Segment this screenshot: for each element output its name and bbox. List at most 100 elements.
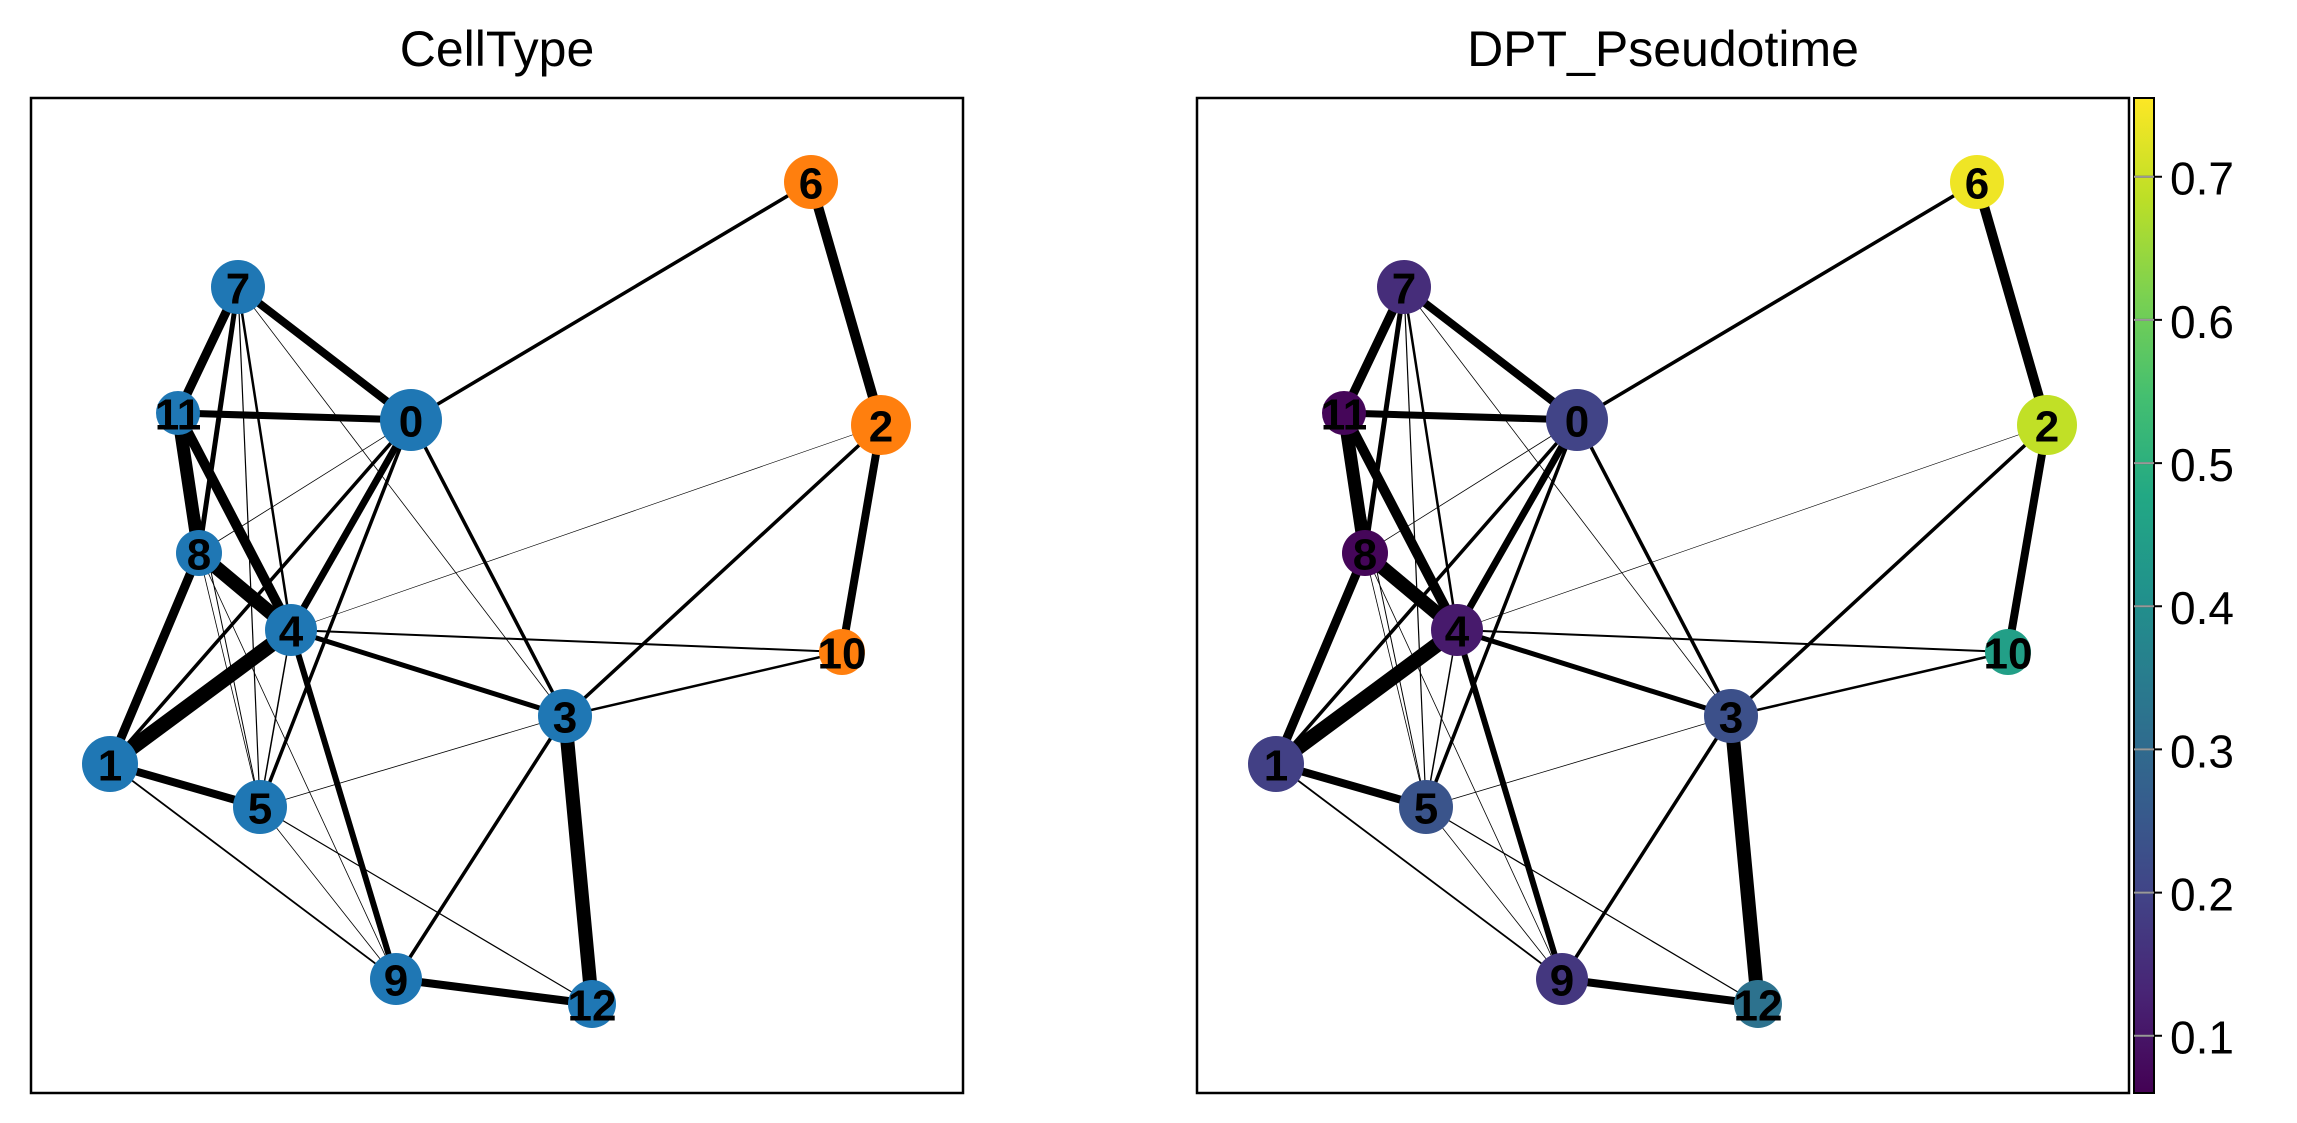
- edge-7-0: [1401, 283, 1580, 424]
- edge-7-3: [237, 286, 566, 717]
- edge-4-9: [288, 629, 399, 980]
- node-circle: [568, 980, 616, 1028]
- node-12: 12: [568, 980, 617, 1031]
- edge-4-1: [1271, 623, 1462, 771]
- node-0: 0: [1546, 389, 1608, 451]
- node-0: 0: [380, 389, 442, 451]
- node-label: 4: [279, 608, 304, 657]
- edge-0-5: [1424, 419, 1579, 808]
- colorbar-tick-label: 0.2: [2170, 869, 2234, 921]
- edge-4-1: [105, 623, 296, 771]
- node-circle: [1342, 530, 1388, 576]
- edge-5-12: [1425, 806, 1759, 1005]
- edge-4-10: [1456, 629, 2009, 653]
- node-label: 12: [1734, 982, 1783, 1031]
- edge-3-12: [1724, 715, 1765, 1005]
- colorbar-tick-label: 0.4: [2170, 582, 2234, 634]
- node-label: 9: [1550, 957, 1574, 1006]
- node-label: 3: [553, 694, 577, 743]
- edge-8-9: [1364, 552, 1563, 980]
- node-circle: [538, 689, 592, 743]
- edge-2-4: [290, 424, 882, 631]
- edge-11-4: [173, 410, 296, 633]
- node-label: 8: [187, 531, 211, 580]
- node-1: 1: [82, 736, 138, 792]
- edge-0-1: [108, 418, 413, 766]
- node-label: 5: [1414, 785, 1438, 834]
- node-circle: [82, 736, 138, 792]
- edge-11-8: [1337, 412, 1372, 554]
- edge-1-9: [109, 763, 397, 980]
- node-label: 6: [799, 160, 823, 209]
- edge-layer: [1271, 180, 2052, 1008]
- node-circle: [265, 604, 317, 656]
- node-circle: [380, 389, 442, 451]
- node-label: 4: [1445, 608, 1470, 657]
- node-7: 7: [1377, 260, 1431, 314]
- node-label: 11: [1321, 391, 1368, 440]
- colorbar-tick-label: 0.6: [2170, 296, 2234, 348]
- edge-3-10: [564, 650, 843, 718]
- node-circle: [2017, 395, 2077, 455]
- node-label: 7: [226, 265, 250, 314]
- edge-2-10: [838, 424, 885, 653]
- node-circle: [1322, 391, 1366, 435]
- colorbar-tick-label: 0.7: [2170, 153, 2234, 205]
- node-3: 3: [1704, 689, 1758, 743]
- edge-11-8: [171, 412, 206, 554]
- edge-4-5: [259, 629, 292, 808]
- edge-1-9: [1275, 763, 1563, 980]
- node-circle: [1734, 980, 1782, 1028]
- edge-3-10: [1730, 650, 2009, 718]
- node-circle: [1399, 780, 1453, 834]
- edge-4-3: [290, 627, 566, 719]
- node-label: 9: [384, 957, 408, 1006]
- edge-7-3: [1403, 286, 1732, 717]
- node-2: 2: [851, 395, 911, 455]
- node-circle: [370, 953, 422, 1005]
- edge-11-0: [177, 409, 412, 424]
- edge-11-5: [1343, 412, 1427, 808]
- node-circle: [1950, 155, 2004, 209]
- node-circle: [819, 629, 865, 675]
- edge-9-12: [1561, 975, 1759, 1008]
- edge-0-4: [1453, 418, 1581, 632]
- edge-0-5: [258, 419, 413, 808]
- panel-title-pseudotime: DPT_Pseudotime: [1467, 21, 1859, 77]
- node-label: 12: [568, 982, 617, 1031]
- edge-2-3: [563, 423, 883, 718]
- node-label: 2: [2035, 403, 2059, 452]
- node-circle: [1377, 260, 1431, 314]
- node-label: 1: [98, 742, 122, 791]
- node-circle: [176, 530, 222, 576]
- node-label: 10: [818, 630, 867, 679]
- colorbar-gradient: [2133, 97, 2155, 1094]
- edge-6-2: [1972, 180, 2052, 427]
- edge-0-6: [1576, 180, 1978, 422]
- edge-5-9: [1425, 806, 1563, 980]
- edge-8-9: [198, 552, 397, 980]
- node-circle: [156, 391, 200, 435]
- node-7: 7: [211, 260, 265, 314]
- node-6: 6: [784, 155, 838, 209]
- colorbar-tick-label: 0.1: [2170, 1012, 2234, 1064]
- panel-title-celltype: CellType: [400, 21, 595, 77]
- node-label: 11: [155, 391, 202, 440]
- edge-7-4: [1402, 286, 1459, 631]
- edge-5-9: [259, 806, 397, 980]
- node-2: 2: [2017, 395, 2077, 455]
- plot-frame: [1195, 96, 2131, 1095]
- node-circle: [784, 155, 838, 209]
- colorbar: 0.1 0.2 0.3 0.4 0.5 0.6 0.7: [2133, 97, 2234, 1094]
- node-8: 8: [176, 530, 222, 580]
- node-circle: [1536, 953, 1588, 1005]
- edge-5-12: [259, 806, 593, 1005]
- edge-6-2: [806, 180, 886, 427]
- edge-0-6: [410, 180, 812, 422]
- edge-0-8: [1364, 419, 1578, 554]
- node-9: 9: [370, 953, 422, 1006]
